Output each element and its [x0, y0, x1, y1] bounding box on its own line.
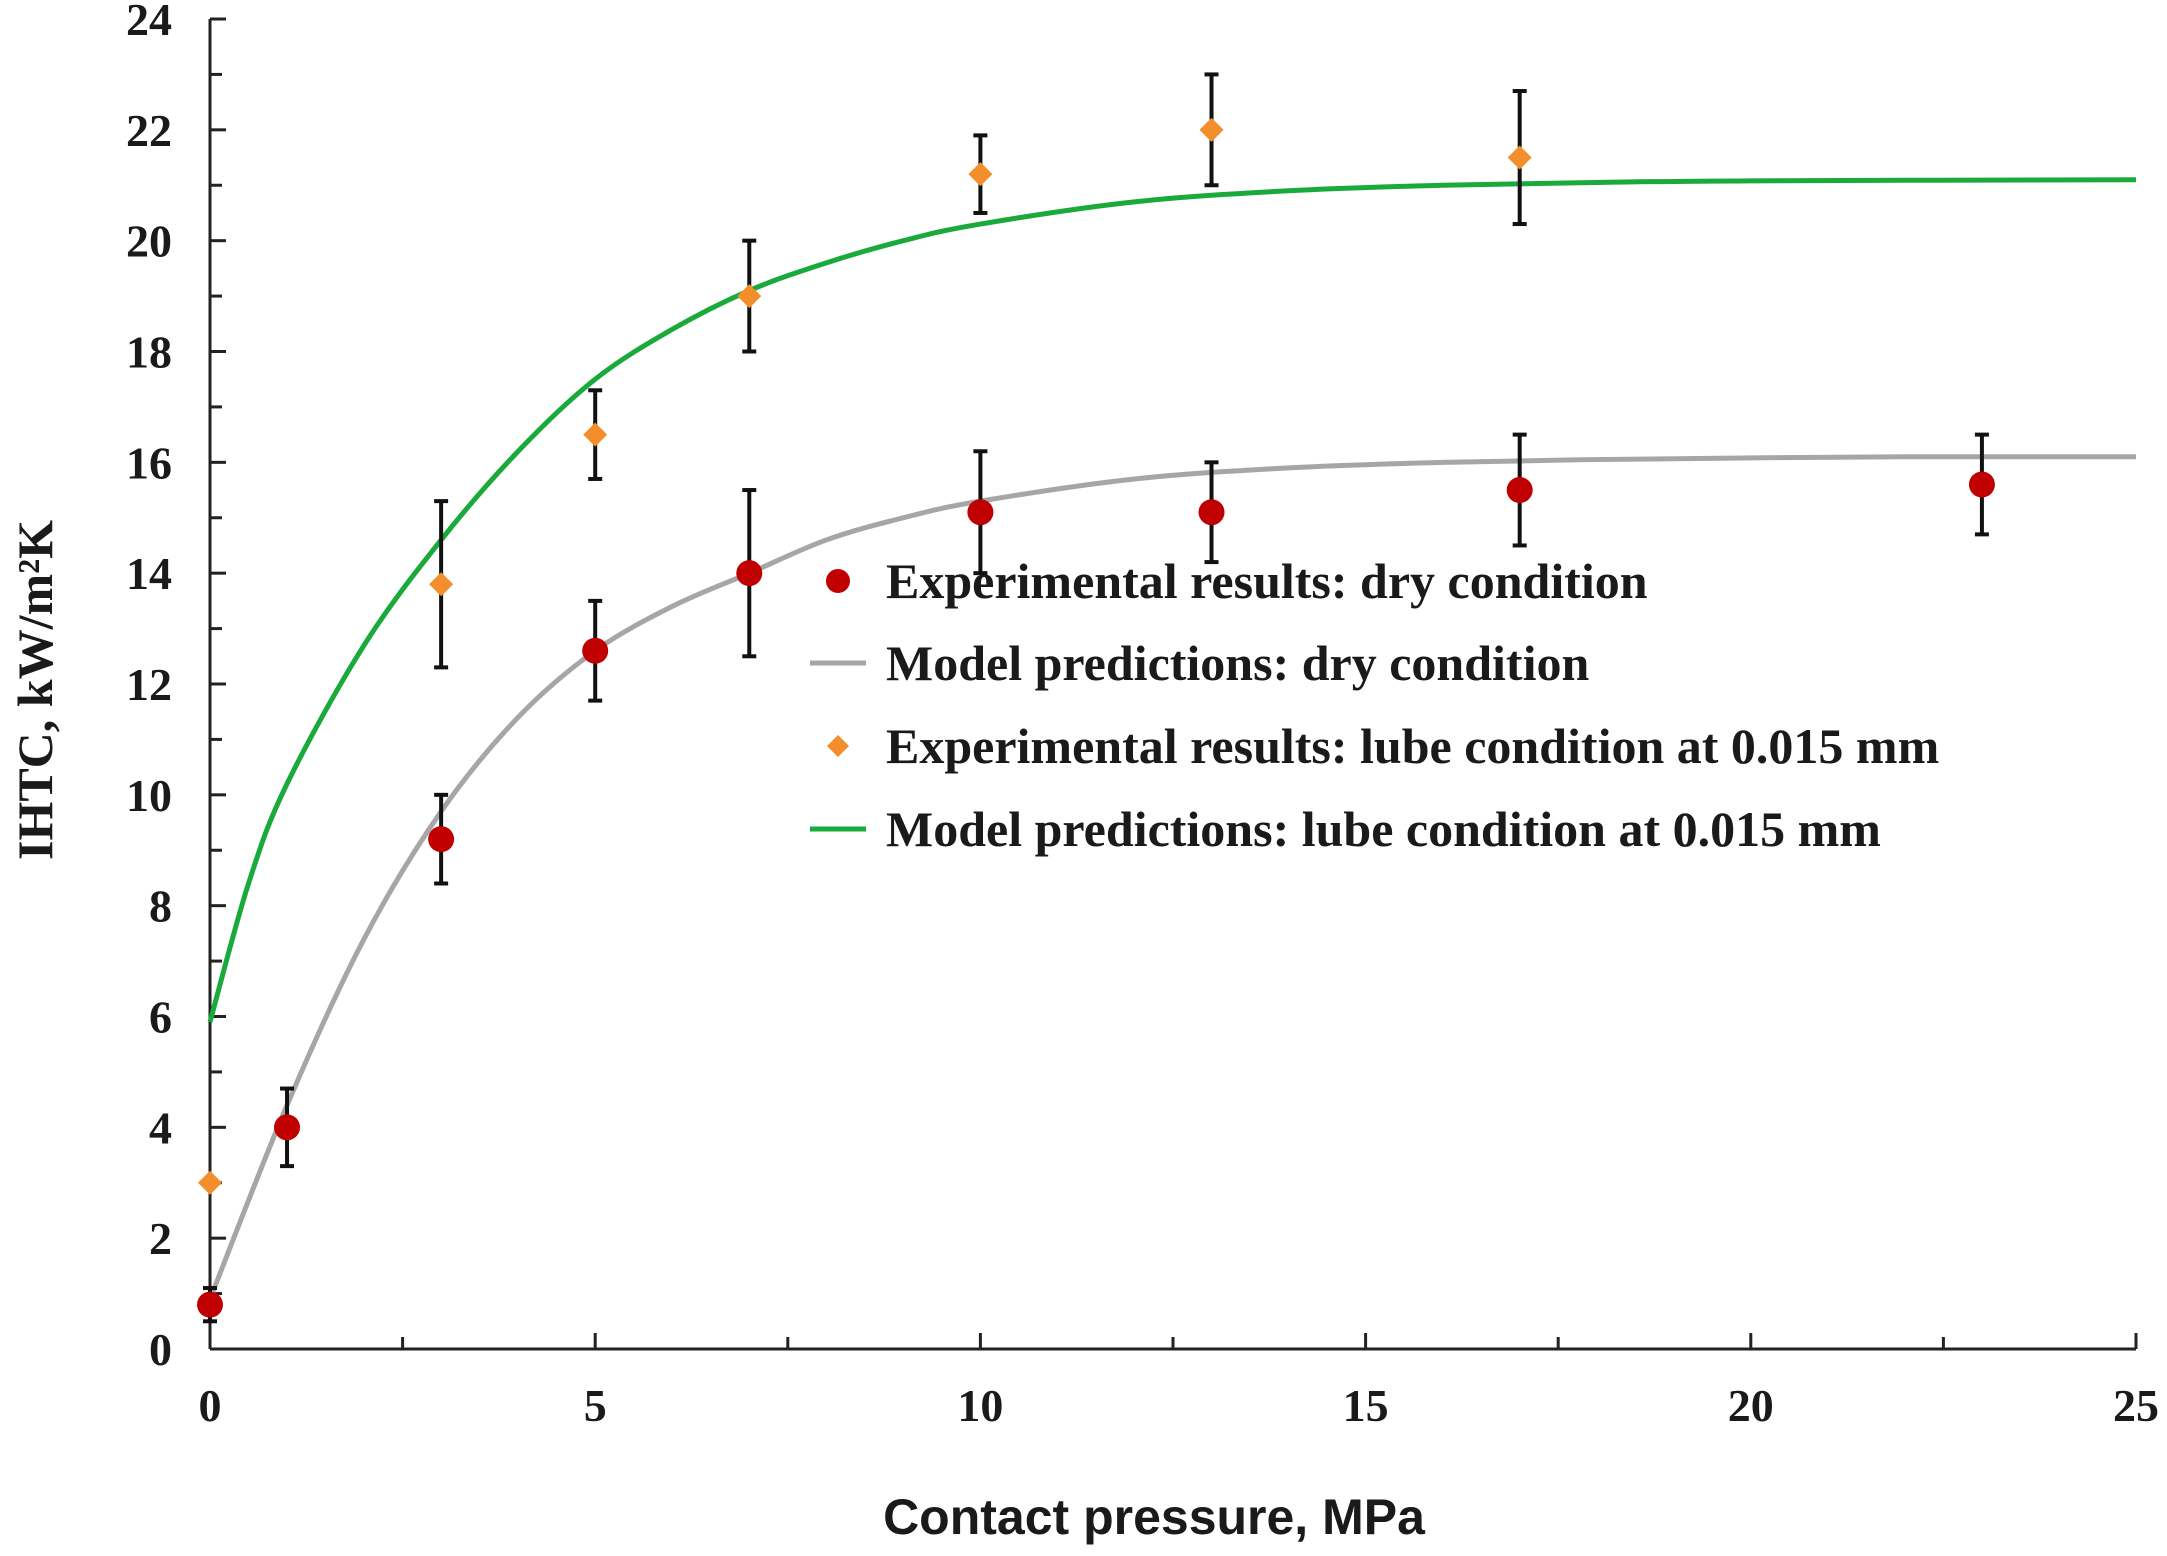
- y-tick-label: 22: [126, 105, 172, 156]
- legend-item-4: Model predictions: lube condition at 0.0…: [810, 801, 1881, 857]
- y-tick-label: 8: [149, 881, 172, 932]
- data-point: [274, 1114, 301, 1141]
- legend-marker-circle: [826, 569, 850, 593]
- data-point: [737, 284, 762, 309]
- x-tick-label: 25: [2113, 1380, 2159, 1431]
- legend-label: Model predictions: dry condition: [886, 635, 1589, 691]
- x-axis: 0 5 10 15 20 25: [199, 1333, 2159, 1431]
- y-tick-label: 2: [149, 1213, 172, 1264]
- legend-label: Experimental results: dry condition: [886, 553, 1648, 609]
- y-tick-label: 10: [126, 770, 172, 821]
- legend-item-3: Experimental results: lube condition at …: [827, 718, 1939, 774]
- y-tick-label: 16: [126, 437, 172, 488]
- y-tick-label: 12: [126, 659, 172, 710]
- data-point: [968, 162, 993, 187]
- series-line-1: [207, 454, 2137, 1301]
- x-tick-label: 10: [957, 1380, 1003, 1431]
- x-tick-label: 20: [1728, 1380, 1774, 1431]
- legend-item-1: Experimental results: dry condition: [826, 553, 1648, 609]
- data-point: [198, 1170, 222, 1195]
- y-tick-label: 0: [149, 1324, 172, 1375]
- data-point: [197, 1291, 223, 1318]
- data-point: [582, 637, 609, 664]
- data-point: [1199, 117, 1224, 142]
- series-line-2: [207, 177, 2137, 1023]
- y-tick-label: 4: [149, 1102, 172, 1153]
- x-tick-label: 15: [1343, 1380, 1389, 1431]
- series-scatter-1: [197, 432, 1995, 1324]
- data-point: [736, 560, 763, 587]
- y-tick-label: 6: [149, 992, 172, 1043]
- y-tick-label: 14: [126, 548, 172, 599]
- series-scatter-2: [198, 72, 1532, 1195]
- data-point: [1507, 145, 1532, 170]
- y-tick-label: 18: [126, 327, 172, 378]
- data-point: [1506, 477, 1533, 504]
- data-point: [1968, 471, 1995, 498]
- series-layer: [197, 72, 2137, 1324]
- data-point: [1198, 499, 1225, 526]
- legend-label: Model predictions: lube condition at 0.0…: [886, 801, 1881, 857]
- legend-marker-diamond: [827, 735, 849, 757]
- y-tick-label: 24: [126, 0, 172, 45]
- y-tick-label: 20: [126, 216, 172, 267]
- x-tick-label: 0: [199, 1380, 222, 1431]
- data-point: [583, 422, 608, 447]
- x-axis-label: Contact pressure, MPa: [883, 1489, 1426, 1545]
- legend-item-2: Model predictions: dry condition: [810, 635, 1589, 691]
- data-point: [429, 572, 454, 597]
- data-point: [428, 826, 455, 853]
- x-tick-label: 5: [584, 1380, 607, 1431]
- y-axis-label: IHTC, kW/m²K: [7, 520, 63, 860]
- legend: Experimental results: dry condition Model…: [810, 553, 1939, 857]
- legend-label: Experimental results: lube condition at …: [886, 718, 1939, 774]
- data-point: [967, 499, 994, 526]
